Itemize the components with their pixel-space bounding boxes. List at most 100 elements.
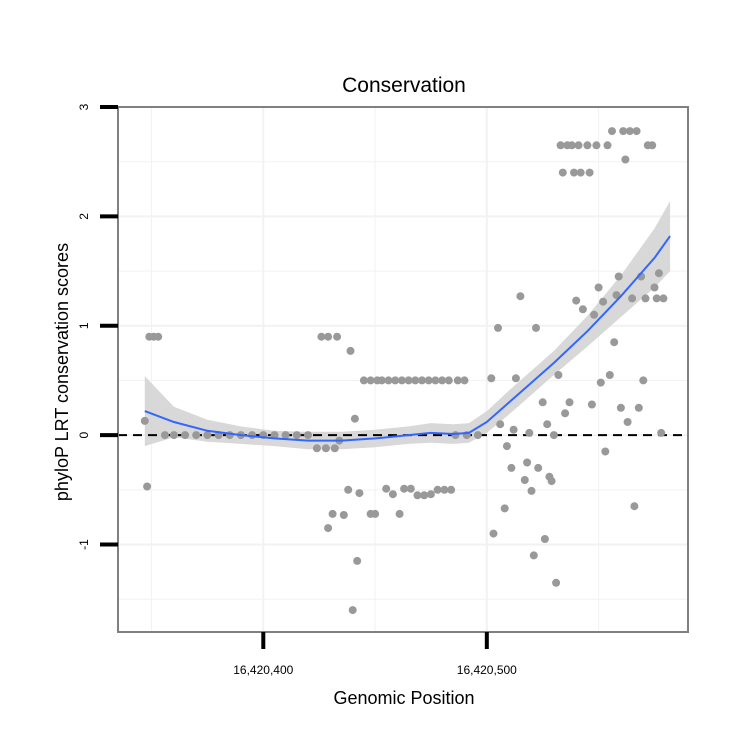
data-point — [270, 431, 279, 440]
data-point — [590, 310, 599, 319]
data-point — [487, 374, 496, 383]
data-point — [440, 485, 449, 494]
panel-border — [117, 106, 689, 633]
data-point — [377, 376, 386, 385]
x-axis-ticks: 16,420,400 16,420,500 — [233, 632, 517, 677]
data-point — [154, 332, 163, 341]
data-point — [605, 371, 614, 379]
data-point — [650, 283, 659, 292]
confidence-band-layer — [144, 201, 671, 450]
y-tick-label: -1 — [77, 539, 91, 550]
data-point — [641, 294, 650, 303]
data-point — [143, 482, 152, 491]
data-point — [558, 168, 567, 177]
data-point — [502, 442, 511, 451]
data-point — [574, 141, 583, 150]
data-point — [203, 431, 212, 440]
data-point — [565, 398, 574, 407]
data-point — [397, 376, 406, 385]
data-point — [540, 535, 549, 543]
data-point — [549, 431, 558, 440]
data-point — [321, 444, 330, 453]
data-point — [654, 269, 663, 278]
data-point — [639, 376, 648, 385]
data-point — [630, 502, 639, 511]
data-point — [333, 332, 342, 341]
data-point — [554, 371, 563, 379]
data-point — [634, 403, 643, 412]
data-point — [330, 444, 339, 453]
data-point — [424, 376, 433, 385]
data-point — [350, 414, 359, 423]
data-point — [447, 485, 456, 494]
data-point — [413, 491, 422, 500]
data-point — [453, 376, 462, 385]
data-point — [359, 376, 368, 385]
data-point — [652, 294, 661, 303]
y-axis-ticks: -1 0 1 2 3 — [77, 103, 118, 550]
y-axis-title: phyloP LRT conservation scores — [52, 243, 72, 501]
data-point — [451, 431, 460, 440]
data-point — [355, 489, 364, 498]
data-point — [391, 376, 400, 385]
data-point — [324, 332, 333, 341]
data-point — [596, 378, 605, 387]
smooth-curve — [144, 235, 671, 442]
data-point — [534, 463, 543, 472]
data-point — [612, 291, 621, 300]
data-point — [426, 490, 435, 499]
data-point — [543, 420, 552, 429]
data-point — [601, 447, 610, 456]
data-point — [587, 400, 596, 409]
data-point — [328, 509, 337, 518]
data-point — [516, 292, 525, 301]
data-point — [532, 323, 540, 332]
data-point — [304, 431, 312, 440]
data-point — [281, 431, 290, 440]
data-point — [567, 141, 576, 150]
data-point — [500, 504, 509, 513]
data-point — [420, 491, 429, 500]
data-point — [625, 127, 634, 136]
data-point — [444, 376, 453, 385]
data-point — [547, 477, 556, 486]
data-point — [473, 431, 482, 440]
data-point — [616, 403, 625, 412]
data-point — [632, 127, 641, 136]
data-point — [619, 127, 628, 136]
data-point — [511, 374, 520, 383]
data-point — [507, 463, 516, 472]
data-point — [382, 484, 391, 493]
data-point — [583, 141, 592, 150]
x-tick-label: 16,420,500 — [457, 663, 517, 677]
x-axis-title: Genomic Position — [333, 688, 474, 708]
data-point — [366, 376, 375, 385]
data-point — [628, 294, 637, 303]
y-tick-label: 3 — [77, 103, 91, 110]
data-point — [292, 431, 301, 440]
data-point — [388, 490, 397, 499]
data-point — [570, 168, 578, 177]
data-point — [529, 551, 538, 560]
data-point — [523, 458, 532, 467]
data-point — [585, 168, 594, 177]
data-point — [572, 296, 581, 305]
data-point — [621, 155, 630, 164]
y-tick-label: 0 — [77, 431, 91, 438]
data-point — [431, 376, 440, 385]
data-point — [527, 486, 536, 495]
data-point — [339, 511, 348, 519]
data-point — [657, 428, 666, 437]
data-point — [344, 485, 353, 494]
grid-lines — [118, 106, 688, 632]
data-point — [610, 338, 619, 347]
data-points — [140, 127, 668, 615]
data-point — [192, 431, 201, 440]
data-point — [592, 141, 601, 150]
y-tick-label: 1 — [77, 322, 91, 329]
confidence-band — [144, 201, 671, 450]
data-point — [225, 431, 234, 440]
data-point — [324, 524, 333, 533]
data-point — [623, 418, 632, 426]
